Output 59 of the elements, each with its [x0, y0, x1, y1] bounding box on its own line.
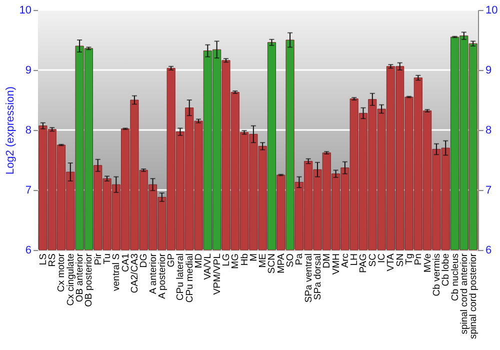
- x-tick-label: spinal cord posterior: [468, 254, 480, 340]
- x-tick-label: CA1: [120, 254, 132, 272]
- x-tick-label: SC: [367, 253, 378, 267]
- x-tick-label: spinal cord anterior: [458, 254, 470, 334]
- x-tick-label: DM: [322, 253, 333, 268]
- x-tick-label: IC: [376, 253, 388, 263]
- x-tick-label: Pir: [92, 254, 104, 266]
- x-tick-label: CPu lateral: [175, 254, 186, 300]
- x-tick-label: Cx cingulate: [65, 254, 76, 306]
- x-tick-label: DG: [138, 254, 150, 268]
- x-tick-label: ventral S: [111, 254, 122, 291]
- x-tick-label: SO: [285, 254, 296, 268]
- x-tick-label: LH: [349, 253, 360, 266]
- y2-tick-label: 10: [486, 4, 498, 16]
- x-tick-label: VMH: [330, 253, 342, 275]
- y2-tick-label: 8: [486, 124, 492, 136]
- x-tick-label: LG: [220, 254, 232, 266]
- x-tick-label: Cb vermis: [431, 253, 442, 296]
- x-tick-label: M: [248, 253, 260, 262]
- x-tick-label: SCN: [266, 253, 278, 274]
- y-tick-label: 6: [25, 244, 32, 256]
- x-tick-label: A anterior: [148, 254, 159, 294]
- x-tick-label: MD: [194, 253, 205, 268]
- x-tick-label: MG: [230, 254, 242, 269]
- x-tick-label: VA/VL: [202, 254, 214, 280]
- x-tick-label: SPa dorsal: [312, 254, 324, 300]
- x-tick-label: SPa ventral: [303, 254, 314, 303]
- x-tick-label: OB posterior: [84, 254, 95, 307]
- x-tick-label: SN: [394, 253, 406, 267]
- x-tick-label: MPA: [276, 252, 287, 274]
- x-tick-label: Arc: [340, 253, 351, 268]
- y-axis-title: Log2 (expression): [4, 86, 16, 175]
- x-tick-label: VTA: [386, 252, 397, 272]
- x-tick-label: VPM/VPL: [212, 254, 223, 295]
- y-tick-label: 7: [25, 184, 32, 196]
- y-tick-label: 9: [25, 64, 32, 76]
- x-tick-label: Tu: [102, 254, 113, 264]
- x-tick-label: A posterior: [156, 254, 168, 299]
- y2-tick-label: 6: [486, 244, 492, 256]
- x-tick-label: RS: [47, 254, 58, 267]
- y2-tick-label: 9: [486, 64, 492, 76]
- x-tick-label: Cb lobe: [440, 254, 452, 286]
- y-tick-label: 8: [25, 124, 32, 136]
- x-tick-label: Tg: [404, 254, 415, 265]
- x-tick-label: GP: [166, 254, 178, 268]
- x-tick-label: CA2/CA3: [129, 254, 140, 294]
- x-tick-label: Cb nucleus: [450, 253, 461, 302]
- x-tick-label: ME: [258, 254, 269, 268]
- x-tick-label: PAG: [358, 254, 370, 273]
- x-tick-label: CPu medial: [184, 254, 196, 303]
- y-tick-label: 10: [19, 4, 32, 16]
- x-tick-label: Cx motor: [56, 254, 68, 292]
- x-tick-label: Hb: [239, 254, 250, 266]
- x-tick-label: MVe: [422, 254, 434, 273]
- x-tick-label: Pn: [413, 254, 424, 266]
- x-tick-label: OB anterior: [74, 254, 86, 302]
- x-tick-label: Pa: [294, 252, 306, 266]
- x-tick-label: LS: [38, 254, 49, 266]
- y2-tick-label: 7: [486, 184, 492, 196]
